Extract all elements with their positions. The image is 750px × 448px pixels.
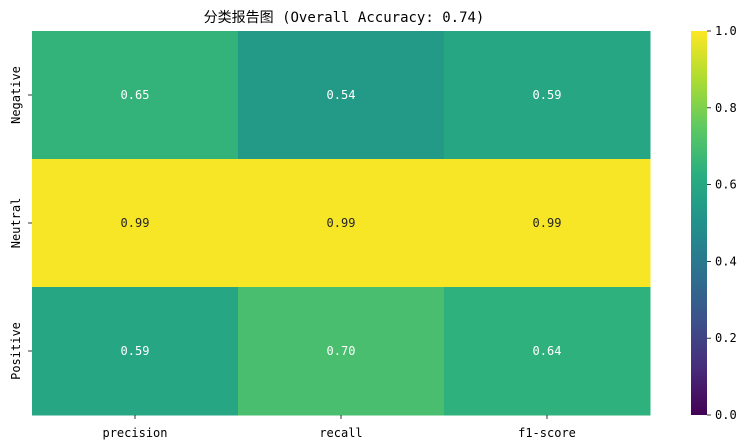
cell-value-label: 0.64: [533, 344, 562, 358]
cell-value-label: 0.59: [533, 88, 562, 102]
heatmap-cell: [32, 287, 239, 416]
heatmap-cell: [444, 287, 651, 416]
heatmap-cell: [238, 287, 445, 416]
cell-value-label: 0.59: [121, 344, 150, 358]
heatmap-cell: [444, 31, 651, 160]
cell-value-label: 0.65: [121, 88, 150, 102]
y-axis-ticks: Negative Neutral Positive: [9, 66, 32, 380]
colorbar-tick-label: 0.0: [715, 408, 737, 422]
colorbar-gradient: [691, 31, 707, 415]
cell-value-label: 0.99: [533, 216, 562, 230]
colorbar-tick-label: 0.8: [715, 101, 737, 115]
heatmap-cells: [32, 31, 651, 416]
heatmap-cell: [32, 159, 239, 288]
colorbar-ticks: 0.0 0.2 0.4 0.6 0.8 1.0: [707, 24, 737, 422]
cell-value-label: 0.99: [327, 216, 356, 230]
heatmap-cell: [32, 31, 239, 160]
colorbar: [691, 31, 707, 415]
colorbar-tick-label: 0.2: [715, 331, 737, 345]
colorbar-tick-label: 1.0: [715, 24, 737, 38]
colorbar-tick-label: 0.4: [715, 254, 737, 268]
heatmap-cell: [238, 159, 445, 288]
x-axis-ticks: precision recall f1-score: [102, 415, 576, 440]
heatmap-cell: [444, 159, 651, 288]
colorbar-tick-label: 0.6: [715, 178, 737, 192]
cell-value-label: 0.54: [327, 88, 356, 102]
x-tick-label: precision: [102, 426, 167, 440]
chart-title: 分类报告图 (Overall Accuracy: 0.74): [204, 10, 485, 26]
x-tick-label: recall: [319, 426, 362, 440]
x-tick-label: f1-score: [518, 426, 576, 440]
y-tick-label: Negative: [9, 66, 23, 124]
cell-value-label: 0.70: [327, 344, 356, 358]
cell-value-label: 0.99: [121, 216, 150, 230]
y-tick-label: Neutral: [9, 198, 23, 249]
heatmap-cell: [238, 31, 445, 160]
heatmap-cell-labels: 0.65 0.54 0.59 0.99 0.99 0.99 0.59 0.70 0.64: [121, 88, 562, 358]
y-tick-label: Positive: [9, 322, 23, 380]
